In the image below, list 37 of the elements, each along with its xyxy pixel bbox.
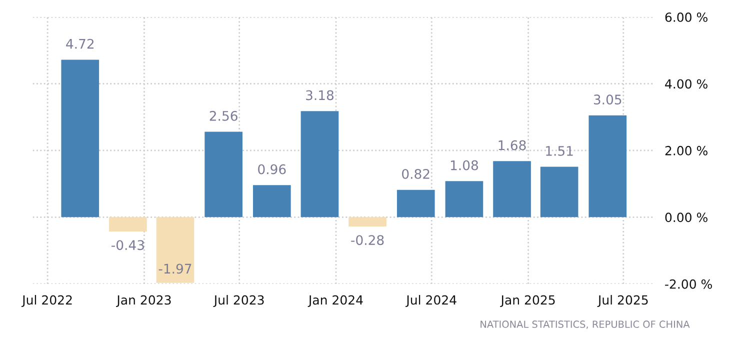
data-label: -1.97: [158, 264, 192, 274]
data-label: -0.28: [351, 235, 384, 246]
data-label: 1.51: [546, 146, 573, 156]
data-label: 3.18: [306, 90, 334, 100]
bar: [348, 217, 386, 227]
x-tick-label: Jan 2024: [308, 295, 363, 308]
y-tick-label: 4.00 %: [665, 79, 708, 89]
bar: [61, 60, 100, 218]
x-tick-label: Jan 2025: [500, 295, 555, 308]
bar: [396, 190, 435, 218]
y-tick-label: 0.00 %: [665, 212, 708, 222]
x-tick-label: Jul 2023: [213, 295, 264, 308]
bar: [493, 161, 531, 218]
x-tick-label: Jan 2023: [116, 295, 171, 308]
data-label: 3.05: [594, 94, 622, 105]
data-label: -0.43: [112, 240, 144, 250]
bar: [109, 217, 147, 232]
bar: [252, 185, 291, 218]
bar: [540, 166, 578, 218]
data-label: 4.72: [66, 38, 94, 49]
y-tick-label: 6.00 %: [665, 12, 708, 22]
y-tick-label: 2.00 %: [665, 146, 708, 156]
y-tick-label: -2.00 %: [665, 279, 712, 289]
bar: [588, 115, 627, 218]
data-label: 1.68: [498, 140, 526, 150]
bar: [156, 217, 194, 283]
x-tick-label: Jul 2025: [597, 295, 648, 308]
x-tick-label: Jul 2022: [21, 295, 72, 308]
text: NATIONAL STATISTICS, REPUBLIC OF CHINA: [480, 320, 690, 329]
bar: [300, 111, 339, 218]
data-label: 0.96: [258, 164, 286, 174]
x-tick-label: Jul 2024: [406, 295, 456, 308]
data-label: 2.56: [210, 110, 238, 121]
bar: [445, 181, 484, 218]
data-label: 1.08: [450, 160, 478, 170]
bar: [204, 132, 242, 218]
data-label: 0.82: [402, 168, 430, 179]
